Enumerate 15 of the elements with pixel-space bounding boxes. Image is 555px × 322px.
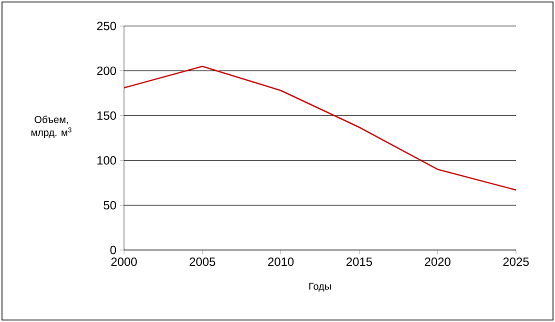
x-tick-label: 2015 — [346, 258, 372, 266]
x-tick-label: 2000 — [111, 258, 137, 266]
x-tick-label: 2020 — [424, 258, 450, 266]
line-series — [124, 66, 516, 191]
y-axis-title: Объем, млрд. м$^{3}$ — [31, 116, 72, 138]
y-tick-label: 100 — [97, 156, 116, 165]
x-tick-label: 2010 — [268, 258, 294, 266]
x-axis-title: Годы — [309, 282, 331, 292]
y-tick-label: 200 — [97, 66, 116, 76]
y-tick-label: 150 — [97, 111, 116, 120]
y-tick-label: 0 — [110, 246, 116, 254]
y-tick-label: 50 — [104, 200, 116, 210]
x-tick-label: 2025 — [503, 258, 529, 266]
x-tick-label: 2005 — [190, 258, 216, 266]
y-tick-label: 250 — [97, 22, 116, 30]
